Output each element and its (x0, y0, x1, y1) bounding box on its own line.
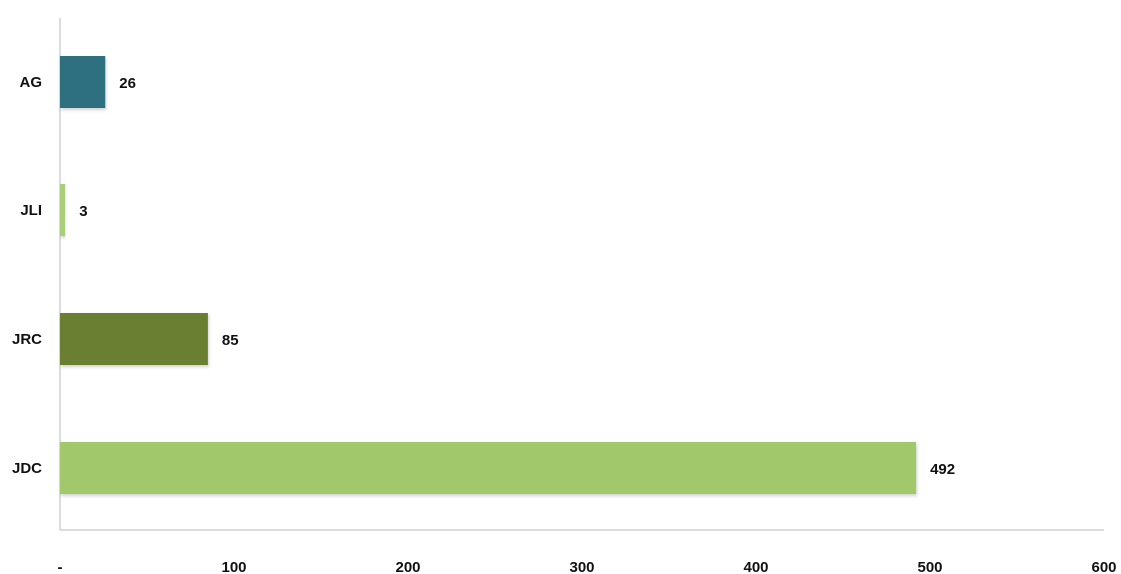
labels-group: AG 26 JLI 3 JRC 85 JDC 492 (12, 74, 955, 478)
bar-ag (60, 56, 106, 108)
value-label-jrc: 85 (222, 332, 239, 349)
category-label-jli: JLI (20, 202, 42, 219)
x-tick-label: 200 (395, 559, 420, 574)
x-tick-label: 400 (743, 559, 768, 574)
x-tick-label: 600 (1091, 559, 1116, 574)
bar-jrc (60, 313, 208, 365)
x-ticks-group: - 100 200 300 400 500 600 (58, 559, 1117, 574)
value-label-jdc: 492 (930, 461, 955, 478)
value-label-jli: 3 (79, 203, 87, 220)
bar-jdc (60, 442, 917, 494)
category-label-jdc: JDC (12, 460, 42, 477)
bar-jli (60, 184, 66, 236)
category-label-jrc: JRC (12, 331, 42, 348)
x-tick-label: 100 (221, 559, 246, 574)
bars-group (60, 56, 917, 494)
x-tick-label: 300 (569, 559, 594, 574)
value-label-ag: 26 (119, 75, 136, 92)
category-label-ag: AG (20, 74, 43, 91)
x-tick-label: - (58, 559, 63, 574)
x-tick-label: 500 (917, 559, 942, 574)
